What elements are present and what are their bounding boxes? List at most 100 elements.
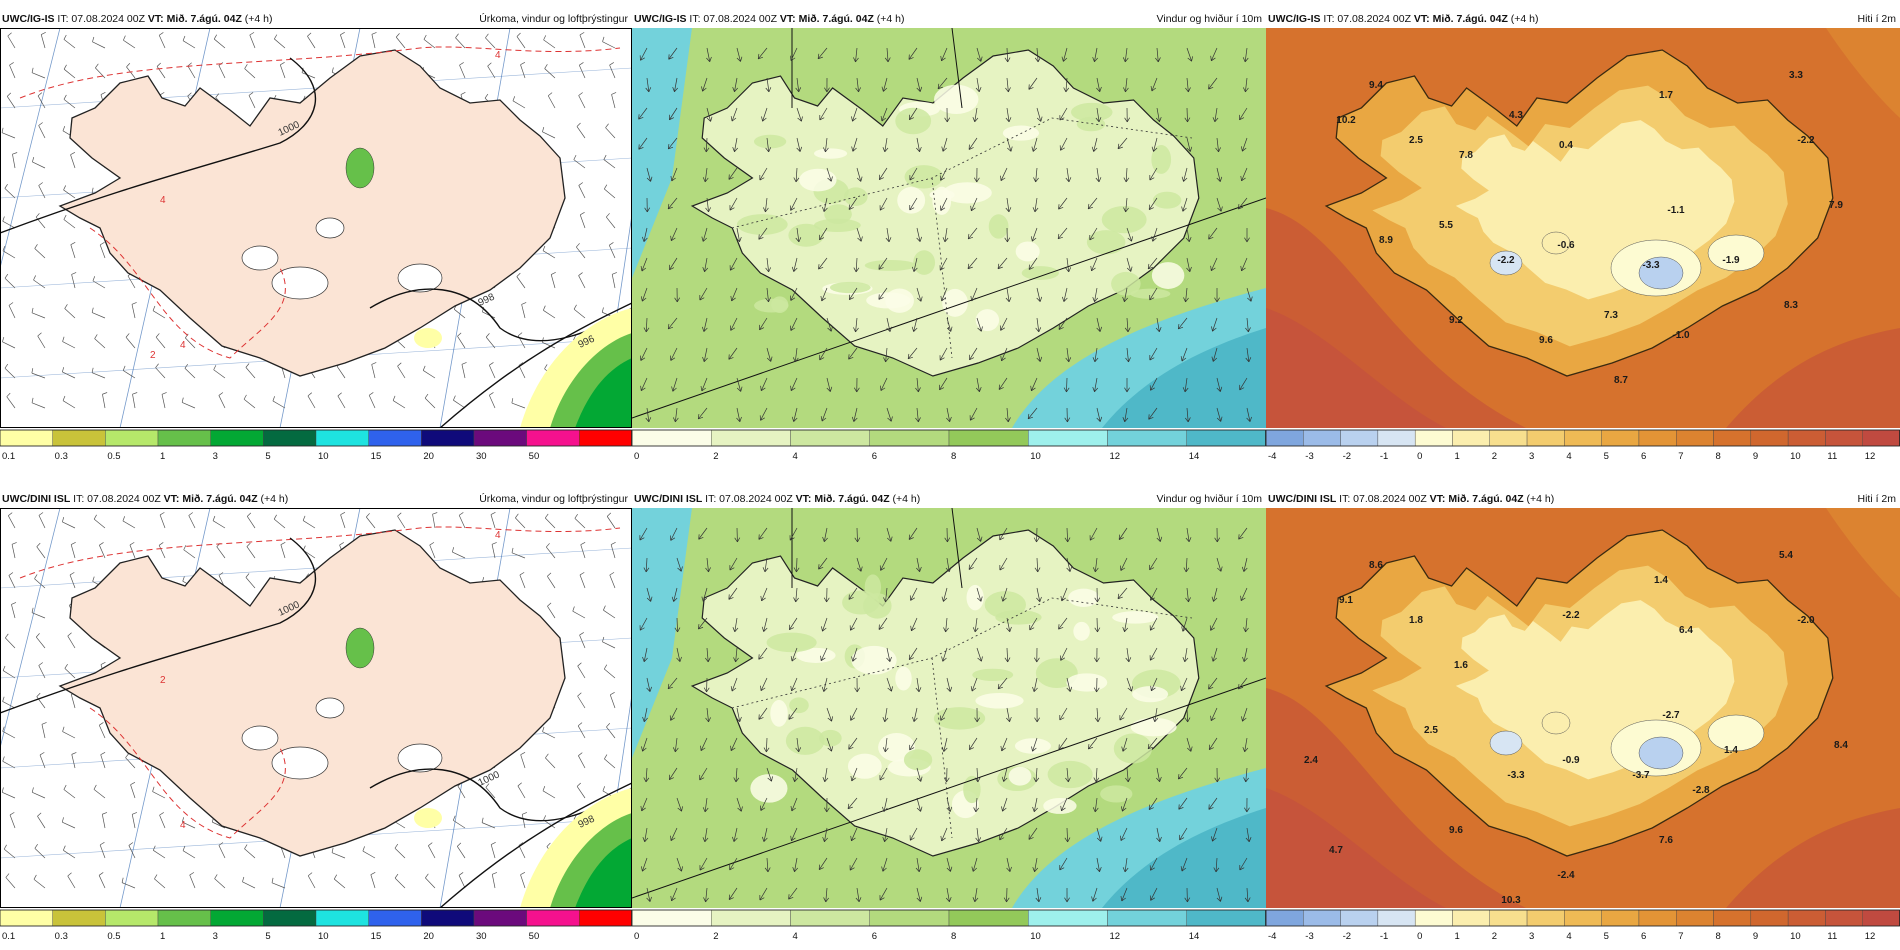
colorbar-tick-label: 11 xyxy=(1827,931,1837,942)
temperature-value: 1.4 xyxy=(1724,745,1738,756)
colorbar-swatch xyxy=(1186,909,1266,927)
wind-map[interactable] xyxy=(632,508,1266,908)
colorbar-tick-label: 30 xyxy=(476,451,487,462)
colorbar-swatch xyxy=(1377,429,1416,447)
temp-area xyxy=(1726,808,1900,908)
temperature-value: 7.8 xyxy=(1459,150,1473,161)
temperature-value: 2.5 xyxy=(1409,135,1423,146)
model-label: UWC/DINI ISL xyxy=(634,493,703,505)
colorbar-swatch xyxy=(473,909,527,927)
colorbar-swatch xyxy=(52,429,106,447)
panel-run-info: UWC/DINI ISL IT: 07.08.2024 00Z VT: Mið.… xyxy=(1268,490,1554,508)
colorbar-tick-label: 0.5 xyxy=(107,451,120,462)
valid-time-label: VT: xyxy=(1413,13,1430,25)
temp-area xyxy=(1726,328,1900,428)
wind-patch xyxy=(988,214,1009,239)
temperature-value: 7.3 xyxy=(1604,310,1618,321)
colorbar-tick-label: 0 xyxy=(634,451,639,462)
precip-area xyxy=(414,328,442,348)
colorbar-swatch xyxy=(1414,429,1453,447)
colorbar-tick-label: 9 xyxy=(1753,451,1758,462)
colorbar-swatch xyxy=(1526,909,1565,927)
init-time: IT: 07.08.2024 00Z xyxy=(705,493,793,505)
wind-map[interactable] xyxy=(632,28,1266,428)
colorbar-tick-label: 15 xyxy=(371,451,382,462)
wind-patch xyxy=(1132,686,1169,703)
colorbar-swatches xyxy=(1266,429,1900,447)
precip-area xyxy=(575,838,632,908)
colorbar-tick-label: -4 xyxy=(1268,451,1276,462)
wind-area xyxy=(1102,808,1266,908)
wind-patch xyxy=(864,574,882,600)
wind-patch xyxy=(1100,785,1133,803)
temp-area xyxy=(1489,730,1523,756)
colorbar-swatch xyxy=(0,429,53,447)
forecast-offset: (+4 h) xyxy=(244,13,273,25)
temperature-value: -2.2 xyxy=(1562,610,1580,621)
colorbar-tick-label: 12 xyxy=(1865,451,1876,462)
temperature-value: -3.7 xyxy=(1632,770,1650,781)
wind-patch xyxy=(851,645,897,675)
colorbar-tick-label: -1 xyxy=(1380,451,1388,462)
colorbar-swatch xyxy=(1713,429,1752,447)
temperature-value: 9.6 xyxy=(1539,335,1553,346)
wind-patch xyxy=(813,148,848,159)
colorbar-swatch xyxy=(368,909,422,927)
temp-map[interactable]: 9.4 10.2 2.5 7.8 4.3 0.4 1.7 3.3 -2.2 5.5 8.9 -1.1 7… xyxy=(1266,28,1900,428)
wind-barbs xyxy=(638,47,1253,423)
colorbar-tick-label: 3 xyxy=(1529,451,1534,462)
panel-run-info: UWC/IG-IS IT: 07.08.2024 00Z VT: Mið. 7.… xyxy=(2,10,273,28)
init-time: IT: 07.08.2024 00Z xyxy=(1339,493,1427,505)
temperature-value: 10.2 xyxy=(1336,115,1356,126)
colorbar-swatch xyxy=(1107,909,1187,927)
temp-area xyxy=(1489,250,1523,276)
colorbar-tick-label: 10 xyxy=(1790,451,1801,462)
wind-area xyxy=(632,28,692,278)
temperature-value: 3.3 xyxy=(1789,70,1803,81)
colorbar-legend: 0.1 0.3 0.5 1 3 5 10 15 20 30 50 xyxy=(0,428,632,464)
colorbar-swatch xyxy=(1377,909,1416,927)
wind-patch xyxy=(963,775,981,804)
wind-patch xyxy=(1043,797,1077,814)
precip-area xyxy=(414,808,442,828)
temperature-value: 10.3 xyxy=(1501,895,1521,906)
wind-patch xyxy=(895,107,932,135)
precip-area xyxy=(345,147,375,189)
colorbar-swatch xyxy=(1028,429,1108,447)
temp-area xyxy=(1541,231,1571,255)
colorbar-swatch xyxy=(790,909,870,927)
temperature-value: 5.4 xyxy=(1779,550,1793,561)
colorbar-swatch xyxy=(1713,909,1752,927)
colorbar-tick-label: 12 xyxy=(1110,451,1121,462)
graticule-line xyxy=(0,508,61,750)
panel-title: Úrkoma, vindur og loftþrýstingur xyxy=(479,13,628,25)
panel-header: UWC/IG-IS IT: 07.08.2024 00Z VT: Mið. 7.… xyxy=(1266,10,1900,28)
glacier-outline xyxy=(397,743,443,773)
graticule-line xyxy=(632,677,1266,899)
colorbar-swatch xyxy=(1340,429,1379,447)
colorbar-tick-label: 7 xyxy=(1678,451,1683,462)
temperature-value: -2.2 xyxy=(1497,255,1515,266)
colorbar-swatch xyxy=(1787,429,1826,447)
wind-barbs xyxy=(639,527,1252,903)
colorbar-tick-label: 8 xyxy=(1716,931,1721,942)
valid-time: Mið. 7.ágú. 04Z xyxy=(1448,493,1524,505)
colorbar-swatch xyxy=(1564,909,1602,927)
colorbar-swatch xyxy=(711,429,791,447)
wind-patch xyxy=(984,591,1026,619)
colorbar-swatch xyxy=(526,429,580,447)
precip-area xyxy=(345,627,375,669)
colorbar-tick-label: 3 xyxy=(213,451,218,462)
temperature-value: -0.9 xyxy=(1562,755,1580,766)
colorbar-swatch xyxy=(1340,909,1379,927)
colorbar-tick-label: 2 xyxy=(1492,451,1497,462)
wind-patch xyxy=(1151,262,1185,289)
temperature-value: 9.2 xyxy=(1449,315,1463,326)
colorbar-tick-label: 1 xyxy=(1454,451,1459,462)
colorbar-swatch xyxy=(263,429,317,447)
colorbar-swatch xyxy=(210,429,264,447)
colorbar-tick-label: 5 xyxy=(1604,931,1609,942)
precip-map[interactable]: 1000 998 996 4 4 4 2 xyxy=(0,28,632,428)
precip-map[interactable]: 1000 1000 998 4 2 4 xyxy=(0,508,632,908)
temp-map[interactable]: 8.6 9.1 1.8 1.4 5.4 -2.2 6.4 -2.0 1.6 2.5 -2.7 2.4 -… xyxy=(1266,508,1900,908)
